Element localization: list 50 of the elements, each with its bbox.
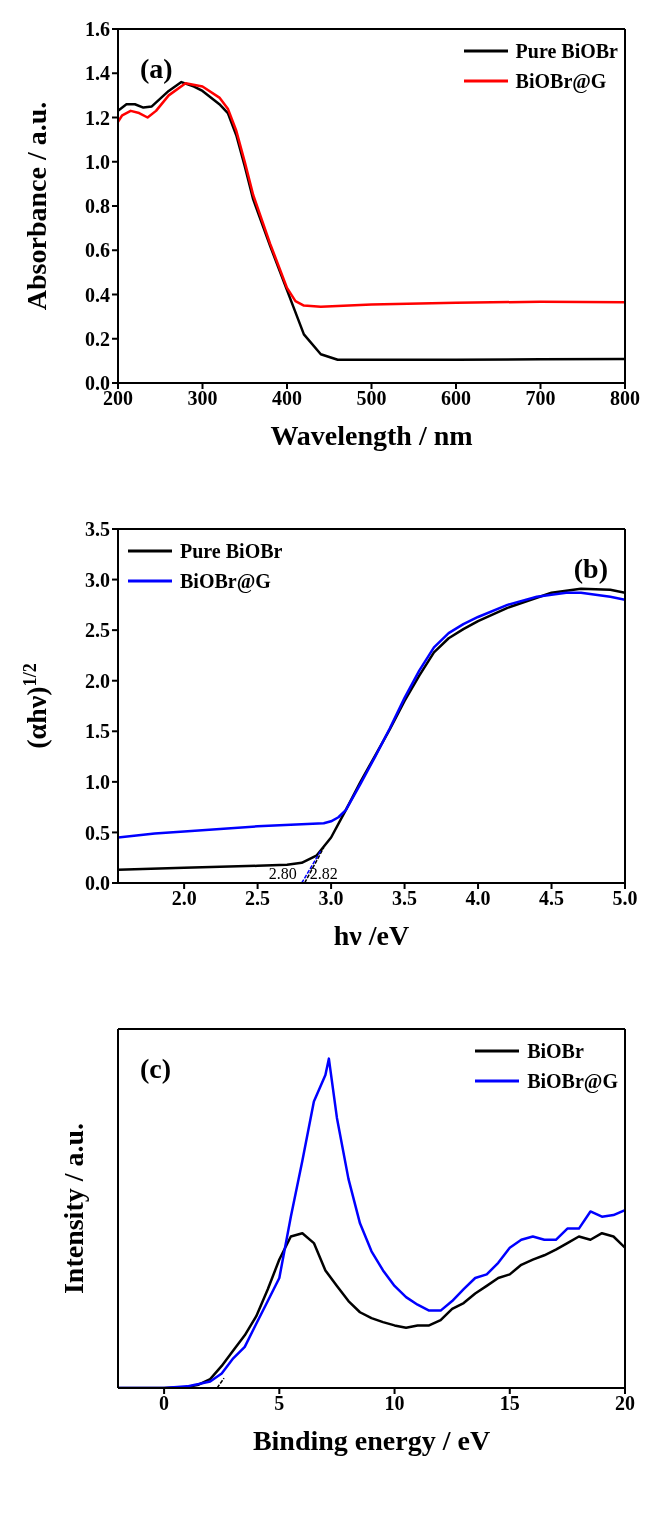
x-tick-label: 5.0 bbox=[612, 887, 638, 910]
annotation: (b) bbox=[573, 553, 608, 585]
legend-label: BiOBr@G bbox=[515, 69, 607, 93]
y-tick-label: 2.5 bbox=[85, 619, 110, 642]
legend-label: Pure BiOBr bbox=[180, 539, 283, 563]
x-tick-label: 20 bbox=[615, 1392, 635, 1415]
y-axis-title: Absorbance / a.u. bbox=[21, 101, 52, 311]
x-tick-label: 300 bbox=[187, 387, 218, 410]
y-axis-title: Intensity / a.u. bbox=[58, 1122, 89, 1295]
annotation: 2.80 bbox=[268, 864, 297, 882]
y-tick-label: 2.0 bbox=[85, 669, 110, 692]
y-tick-label: 3.0 bbox=[85, 568, 110, 591]
x-tick-label: 500 bbox=[356, 387, 387, 410]
y-tick-label: 0.6 bbox=[85, 239, 110, 262]
x-tick-label: 3.5 bbox=[392, 887, 418, 910]
x-tick-label: 5 bbox=[274, 1392, 285, 1415]
x-tick-label: 400 bbox=[272, 387, 302, 410]
y-tick-label: 1.6 bbox=[85, 18, 110, 41]
x-tick-label: 15 bbox=[499, 1392, 520, 1415]
y-tick-label: 1.2 bbox=[85, 106, 110, 129]
y-tick-label: 1.0 bbox=[85, 150, 110, 173]
x-axis-title: hν /eV bbox=[333, 920, 410, 951]
annotation: 2.82 bbox=[309, 864, 338, 882]
annotation: (c) bbox=[140, 1053, 172, 1085]
y-tick-label: 1.0 bbox=[85, 770, 110, 793]
x-tick-label: 0 bbox=[159, 1392, 170, 1415]
legend-label: Pure BiOBr bbox=[515, 39, 618, 63]
x-tick-label: 600 bbox=[441, 387, 471, 410]
x-tick-label: 2.0 bbox=[171, 887, 197, 910]
annotation: (a) bbox=[140, 53, 173, 85]
legend-label: BiOBr@G bbox=[527, 1069, 618, 1093]
y-tick-label: 0.0 bbox=[85, 872, 110, 895]
y-tick-label: 3.5 bbox=[85, 518, 110, 541]
x-tick-label: 10 bbox=[384, 1392, 405, 1415]
legend-label: BiOBr bbox=[527, 1039, 584, 1063]
y-tick-label: 0.5 bbox=[85, 821, 110, 844]
x-tick-label: 700 bbox=[525, 387, 556, 410]
x-axis-title: Binding energy / eV bbox=[252, 1425, 491, 1456]
x-tick-label: 3.0 bbox=[318, 887, 344, 910]
legend-label: BiOBr@G bbox=[180, 569, 271, 593]
x-axis-title: Wavelength / nm bbox=[270, 420, 473, 451]
y-tick-label: 0.4 bbox=[85, 283, 110, 306]
x-tick-label: 2.5 bbox=[245, 887, 271, 910]
y-tick-label: 0.8 bbox=[85, 195, 110, 218]
y-tick-label: 1.5 bbox=[85, 720, 110, 743]
x-tick-label: 4.0 bbox=[465, 887, 491, 910]
x-tick-label: 4.5 bbox=[539, 887, 565, 910]
y-tick-label: 1.4 bbox=[85, 62, 110, 85]
y-tick-label: 0.2 bbox=[85, 327, 110, 350]
x-tick-label: 800 bbox=[610, 387, 640, 410]
